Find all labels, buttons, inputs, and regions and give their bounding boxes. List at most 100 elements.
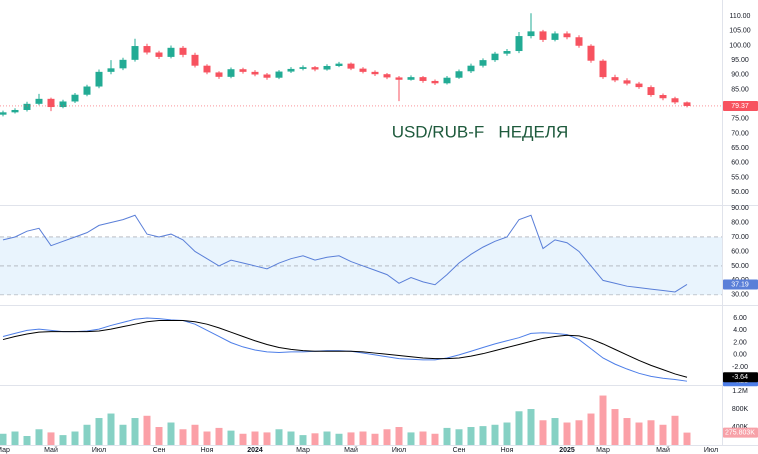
volume-bar — [431, 433, 439, 445]
volume-bar — [311, 433, 319, 445]
x-tick-label: Мар — [0, 447, 10, 454]
y-tick-label: 4.00 — [733, 327, 747, 334]
volume-bar — [23, 436, 31, 445]
candle-body — [515, 36, 523, 52]
candle-body — [23, 103, 31, 110]
x-tick-label: Май — [656, 446, 670, 454]
volume-bar — [251, 431, 259, 445]
x-tick-label: Ноя — [201, 447, 214, 454]
candle-body — [203, 65, 211, 73]
price-badge-label: -3.64 — [732, 374, 748, 381]
candle-body — [359, 68, 367, 72]
volume-bar — [635, 422, 643, 445]
candle-body — [263, 74, 271, 78]
price-badge — [723, 100, 758, 111]
volume-bar — [659, 424, 667, 445]
y-tick-label: 6.00 — [733, 315, 747, 322]
chart-annotation: USD/RUB-F НЕДЕЛЯ — [392, 122, 569, 141]
volume-bar — [491, 424, 499, 445]
price-badge — [723, 279, 758, 290]
volume-bar — [215, 427, 223, 445]
volume-bar — [191, 424, 199, 445]
candle-body — [59, 101, 67, 108]
candle-body — [191, 54, 199, 66]
volume-bar — [611, 409, 619, 445]
volume-bar — [647, 420, 655, 445]
y-tick-label: 85.00 — [731, 86, 749, 93]
volume-bar — [623, 418, 631, 445]
candle-body — [275, 71, 283, 78]
volume-bar — [143, 415, 151, 445]
candle-body — [503, 51, 511, 54]
candle-body — [419, 77, 427, 81]
candle-body — [635, 83, 643, 88]
volume-bar — [275, 429, 283, 445]
volume-bar — [95, 418, 103, 445]
volume-bar — [59, 435, 67, 445]
volume-bar — [299, 435, 307, 445]
volume-bar — [371, 433, 379, 445]
x-tick-label: Май — [44, 446, 58, 454]
y-tick-label: 105.00 — [729, 28, 751, 35]
volume-bar — [395, 427, 403, 445]
candle-body — [383, 74, 391, 78]
candle-body — [95, 71, 103, 87]
candle-body — [323, 65, 331, 70]
y-tick-label: 2.00 — [733, 339, 747, 346]
candle-body — [431, 80, 439, 84]
y-tick-label: 400K — [732, 424, 749, 431]
candle-body — [647, 87, 655, 96]
volume-bar — [539, 420, 547, 445]
candle-body — [311, 67, 319, 70]
x-tick-label: Мар — [596, 447, 610, 454]
candle-body — [551, 33, 559, 40]
y-tick-label: -2.00 — [732, 364, 748, 371]
candle-body — [179, 47, 187, 55]
candle-body — [611, 77, 619, 81]
price-badge — [723, 427, 758, 438]
candle-body — [251, 71, 259, 75]
volume-bar — [359, 431, 367, 445]
candle-body — [527, 31, 535, 37]
price-badge-label: 79.37 — [731, 103, 749, 110]
candle-body — [371, 71, 379, 75]
y-tick-label: 110.00 — [730, 13, 751, 20]
volume-bar — [419, 431, 427, 445]
volume-bar — [467, 427, 475, 445]
volume-bar — [0, 433, 7, 445]
volume-bar — [323, 431, 331, 445]
candle-body — [239, 69, 247, 72]
volume-bar — [443, 427, 451, 445]
y-tick-label: 1.2M — [732, 388, 748, 395]
y-tick-label: 50.00 — [731, 189, 749, 196]
candle-body — [107, 68, 115, 72]
y-tick-label: 80.00 — [731, 219, 749, 226]
volume-bar — [479, 426, 487, 445]
candle-body — [407, 77, 415, 80]
x-tick-label: Сен — [453, 447, 466, 454]
candle-body — [155, 52, 163, 57]
candle-body — [143, 46, 151, 53]
x-tick-label: Ноя — [501, 447, 514, 454]
y-tick-label: 30.00 — [731, 292, 749, 299]
x-tick-label: Сен — [153, 447, 166, 454]
y-tick-label: 60.00 — [731, 160, 749, 167]
price-badge — [723, 372, 758, 383]
volume-bar — [383, 429, 391, 445]
volume-bar — [287, 431, 295, 445]
volume-bar — [167, 422, 175, 445]
volume-bar — [83, 424, 91, 445]
volume-bar — [455, 429, 463, 445]
candle-body — [47, 98, 55, 108]
volume-bar — [575, 420, 583, 445]
candle-body — [671, 98, 679, 103]
candle-body — [215, 72, 223, 77]
volume-bar — [239, 433, 247, 445]
candle-body — [587, 45, 595, 61]
y-tick-label: 50.00 — [731, 263, 749, 270]
volume-bar — [47, 432, 55, 445]
candle-body — [11, 109, 19, 113]
volume-bar — [155, 427, 163, 445]
